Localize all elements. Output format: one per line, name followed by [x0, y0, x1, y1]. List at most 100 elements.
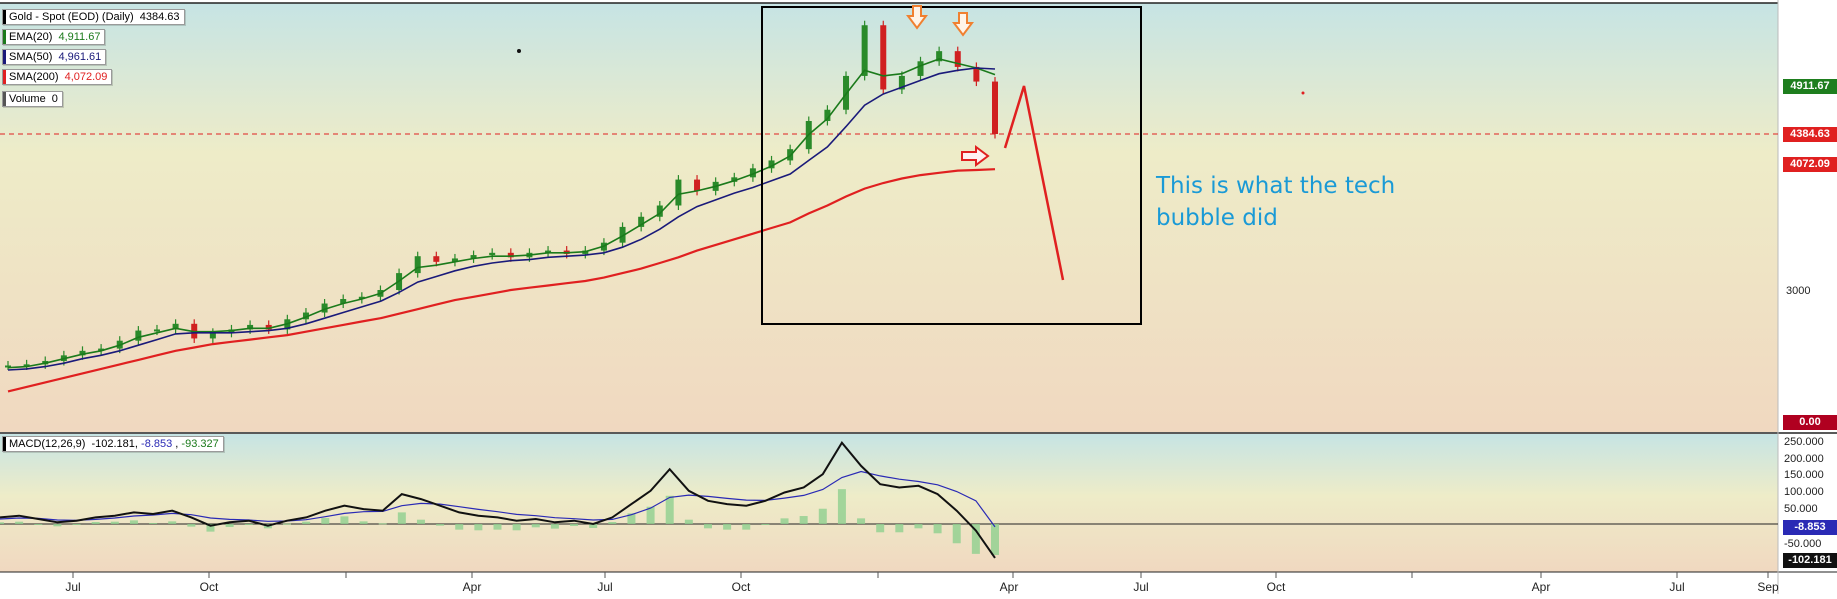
macd-histogram-bar: [302, 521, 311, 524]
legend-item-sma50: SMA(50) 4,961.61: [2, 49, 107, 65]
sma200-line: [7, 168, 996, 393]
right-arrow-icon: [961, 145, 990, 167]
macd-histogram-bar: [206, 524, 215, 532]
price-bar: [638, 216, 645, 227]
price-bar: [79, 350, 86, 356]
macd-y-tick-label: 200.000: [1784, 453, 1824, 465]
price-bar: [898, 75, 905, 90]
x-tick-label: Jul: [1133, 580, 1148, 594]
price-bar: [340, 299, 347, 304]
histogram-value: -93.327: [181, 438, 219, 450]
macd-y-tick-label: -50.000: [1784, 538, 1821, 550]
price-tag-signal: -8.853: [1783, 520, 1837, 535]
price-bar: [358, 296, 365, 300]
price-bar: [172, 323, 179, 330]
price-bar: [973, 66, 980, 82]
price-bar: [5, 365, 11, 368]
legend-label: SMA(200): [9, 71, 59, 83]
macd-histogram-bar: [723, 524, 732, 530]
macd-histogram-bar: [876, 524, 885, 533]
price-bar: [209, 332, 216, 339]
x-tick-label: Apr: [1000, 580, 1019, 594]
y-tick-label: 3000: [1786, 285, 1810, 297]
macd-y-tick-label: 150.000: [1784, 469, 1824, 481]
macd-value: -102.181: [91, 438, 135, 450]
price-bar: [675, 179, 682, 206]
macd-histogram-bar: [799, 516, 808, 524]
macd-histogram-bar: [72, 524, 81, 525]
macd-histogram-bar: [531, 524, 540, 528]
price-bar: [880, 25, 887, 90]
macd-histogram-bar: [914, 524, 923, 529]
macd-histogram-bar: [244, 524, 253, 525]
macd-histogram-bar: [378, 523, 387, 525]
price-bar: [917, 61, 924, 76]
macd-panel-background: [0, 434, 1778, 572]
legend-label: Gold - Spot (EOD) (Daily): [9, 11, 134, 23]
price-bar: [247, 324, 254, 330]
legend-item-gold: Gold - Spot (EOD) (Daily) 4384.63: [2, 9, 185, 25]
legend-swatch: [3, 437, 6, 451]
macd-histogram-bar: [474, 524, 483, 531]
price-bar: [545, 250, 552, 253]
price-bar: [936, 51, 943, 62]
macd-histogram-bar: [857, 518, 866, 524]
macd-histogram-bar: [416, 519, 425, 524]
x-tick-label: Jul: [1669, 580, 1684, 594]
price-bar: [694, 179, 701, 191]
macd-histogram-bar: [895, 524, 904, 533]
macd-histogram-bar: [991, 524, 999, 555]
legend-value: 0: [51, 93, 58, 105]
x-tick-label: Oct: [200, 580, 219, 594]
macd-histogram-bar: [359, 521, 368, 524]
legend-swatch: [3, 50, 6, 64]
legend-label: Volume: [9, 93, 46, 105]
price-tag-macd: -102.181: [1783, 553, 1837, 568]
stray-dot-marker: [1301, 91, 1305, 95]
macd-histogram-bar: [0, 522, 4, 524]
macd-histogram-bar: [455, 524, 464, 530]
macd-histogram-bar: [436, 524, 445, 526]
price-bar: [768, 160, 775, 169]
macd-y-tick-label: 100.000: [1784, 486, 1824, 498]
price-bar: [98, 348, 105, 351]
price-bar: [489, 252, 496, 256]
macd-histogram-bar: [493, 524, 502, 530]
macd-histogram-bar: [168, 521, 177, 524]
x-tick-label: Jul: [65, 580, 80, 594]
legend-value: 4,911.67: [58, 31, 101, 43]
price-bar: [749, 168, 756, 178]
price-bar: [451, 258, 458, 262]
price-tag-volume: 0.00: [1783, 415, 1837, 430]
macd-histogram-bar: [818, 508, 827, 524]
down-arrow-icon: [906, 5, 928, 30]
down-arrow-icon: [952, 12, 974, 37]
price-tag-last: 4384.63: [1783, 127, 1837, 142]
macd-histogram-bar: [570, 524, 579, 526]
ema20-line: [7, 58, 996, 369]
legend-item-sma200: SMA(200) 4,072.09: [2, 69, 113, 85]
macd-histogram-bar: [742, 524, 751, 530]
legend-value: 4,961.61: [58, 51, 102, 63]
legend-label: MACD(12,26,9): [9, 438, 86, 450]
price-bar: [265, 324, 272, 330]
legend-swatch: [3, 10, 6, 24]
macd-y-tick-label: 250.000: [1784, 436, 1824, 448]
sma50-line: [7, 67, 996, 371]
macd-histogram-bar: [149, 523, 158, 525]
signal-value: -8.853: [141, 438, 173, 450]
macd-line: [0, 440, 996, 559]
macd-histogram-bar: [53, 524, 62, 527]
annotation-box: [761, 6, 1142, 325]
macd-histogram-bar: [15, 521, 24, 524]
legend-swatch: [3, 30, 6, 44]
macd-histogram-bar: [110, 521, 119, 524]
price-bar: [507, 252, 514, 258]
price-bar: [153, 329, 160, 332]
price-bar: [414, 256, 421, 274]
x-tick-label: Apr: [463, 580, 482, 594]
legend-swatch: [3, 92, 6, 106]
macd-histogram-bar: [589, 524, 598, 528]
x-tick-label: Oct: [1267, 580, 1286, 594]
